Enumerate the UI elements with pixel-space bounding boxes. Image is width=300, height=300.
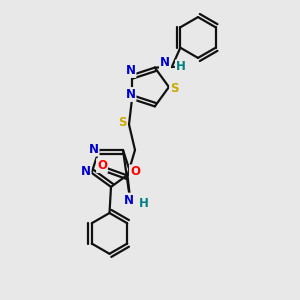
Text: N: N <box>125 88 136 101</box>
Text: O: O <box>130 165 140 178</box>
Text: N: N <box>160 56 170 69</box>
Text: S: S <box>170 82 178 95</box>
Text: N: N <box>88 142 99 156</box>
Text: H: H <box>176 60 186 74</box>
Text: O: O <box>97 159 107 172</box>
Text: N: N <box>125 64 136 77</box>
Text: S: S <box>118 116 127 130</box>
Text: N: N <box>124 194 134 207</box>
Text: H: H <box>139 197 149 211</box>
Text: N: N <box>81 165 91 178</box>
